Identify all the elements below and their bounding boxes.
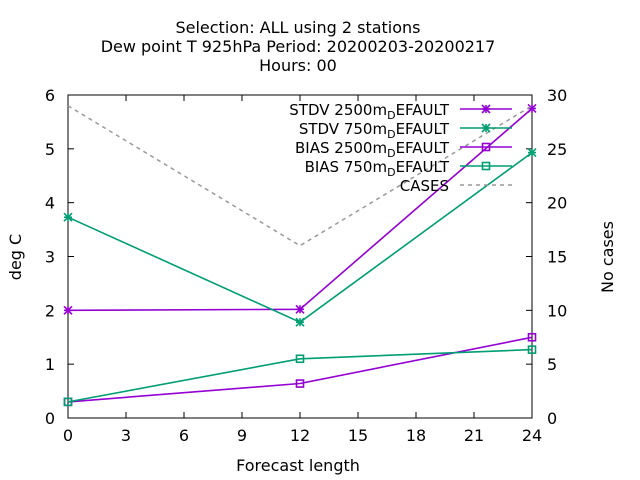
x-tick-label: 0 xyxy=(63,426,73,445)
data-point xyxy=(527,332,537,342)
y2-tick-label: 15 xyxy=(547,248,567,267)
series-line-3 xyxy=(67,336,533,403)
x-tick-label: 12 xyxy=(290,426,310,445)
legend-suffix: EFAULT xyxy=(396,139,450,157)
legend-subscript: D xyxy=(387,128,395,141)
y-tick-label: 2 xyxy=(45,301,55,320)
data-point xyxy=(295,304,305,314)
data-point xyxy=(527,103,537,114)
chart-title: Selection: ALL using 2 stations Dew poin… xyxy=(101,18,496,75)
y-tick-label: 4 xyxy=(45,194,55,213)
x-tick-label: 21 xyxy=(464,426,484,445)
legend-marker xyxy=(481,104,491,114)
series-line-2 xyxy=(67,151,533,324)
legend-label: CASES xyxy=(400,177,449,195)
y2-tick-label: 5 xyxy=(547,355,557,374)
y-tick-label: 5 xyxy=(45,140,55,159)
legend-subscript: D xyxy=(387,166,395,179)
legend-label: BIAS 750mDEFAULT xyxy=(305,158,450,179)
data-point xyxy=(63,212,73,222)
data-point xyxy=(63,305,73,315)
legend-marker xyxy=(481,161,491,171)
x-tick-label: 24 xyxy=(522,426,542,445)
x-tick-label: 18 xyxy=(406,426,426,445)
chart-title-line-3: Hours: 00 xyxy=(259,56,337,75)
y2-tick-label: 25 xyxy=(547,140,567,159)
y2-tick-label: 10 xyxy=(547,301,567,320)
data-point xyxy=(295,354,305,364)
y2-axis-label: No cases xyxy=(598,221,617,293)
y2-tick-label: 20 xyxy=(547,194,567,213)
y-tick-label: 1 xyxy=(45,355,55,374)
data-point xyxy=(295,317,305,327)
legend-suffix: EFAULT xyxy=(396,101,450,119)
y-axis-label: deg C xyxy=(6,234,25,280)
legend-name: BIAS 750m xyxy=(305,158,388,176)
legend-subscript: D xyxy=(387,147,395,160)
y2-tick-label: 0 xyxy=(547,409,557,428)
data-point xyxy=(295,379,305,388)
x-tick-label: 9 xyxy=(237,426,247,445)
x-tick-label: 6 xyxy=(179,426,189,445)
legend-marker xyxy=(481,142,491,152)
legend-marker xyxy=(481,123,491,133)
legend-suffix: EFAULT xyxy=(396,158,450,176)
data-point xyxy=(63,397,73,407)
legend-label: BIAS 2500mDEFAULT xyxy=(295,139,450,160)
y2-axis: 0 5 10 15 20 25 30 xyxy=(526,86,567,428)
legend-label: STDV 750mDEFAULT xyxy=(299,120,450,141)
y2-tick-label: 30 xyxy=(547,86,567,105)
y-tick-label: 0 xyxy=(45,409,55,428)
series-line-4 xyxy=(67,348,533,403)
y-tick-label: 3 xyxy=(45,248,55,267)
y-axis: 0 1 2 3 4 5 6 xyxy=(45,86,74,428)
x-tick-label: 3 xyxy=(121,426,131,445)
chart-title-line-2: Dew point T 925hPa Period: 20200203-2020… xyxy=(101,37,496,56)
data-point xyxy=(527,345,537,354)
y-tick-label: 6 xyxy=(45,86,55,105)
x-tick-label: 15 xyxy=(348,426,368,445)
legend-name: CASES xyxy=(400,177,449,195)
series-layer xyxy=(63,103,537,407)
legend-name: BIAS 2500m xyxy=(295,139,387,157)
legend-name: STDV 750m xyxy=(299,120,387,138)
legend-subscript: D xyxy=(387,109,395,122)
series-line-5 xyxy=(67,105,533,247)
legend-suffix: EFAULT xyxy=(396,120,450,138)
x-axis: 0 3 6 9 12 15 18 21 24 xyxy=(63,95,542,445)
data-point xyxy=(527,148,537,158)
x-axis-label: Forecast length xyxy=(236,456,360,475)
legend-label: STDV 2500mDEFAULT xyxy=(289,101,450,122)
legend-name: STDV 2500m xyxy=(289,101,387,119)
chart-title-line-1: Selection: ALL using 2 stations xyxy=(175,18,420,37)
